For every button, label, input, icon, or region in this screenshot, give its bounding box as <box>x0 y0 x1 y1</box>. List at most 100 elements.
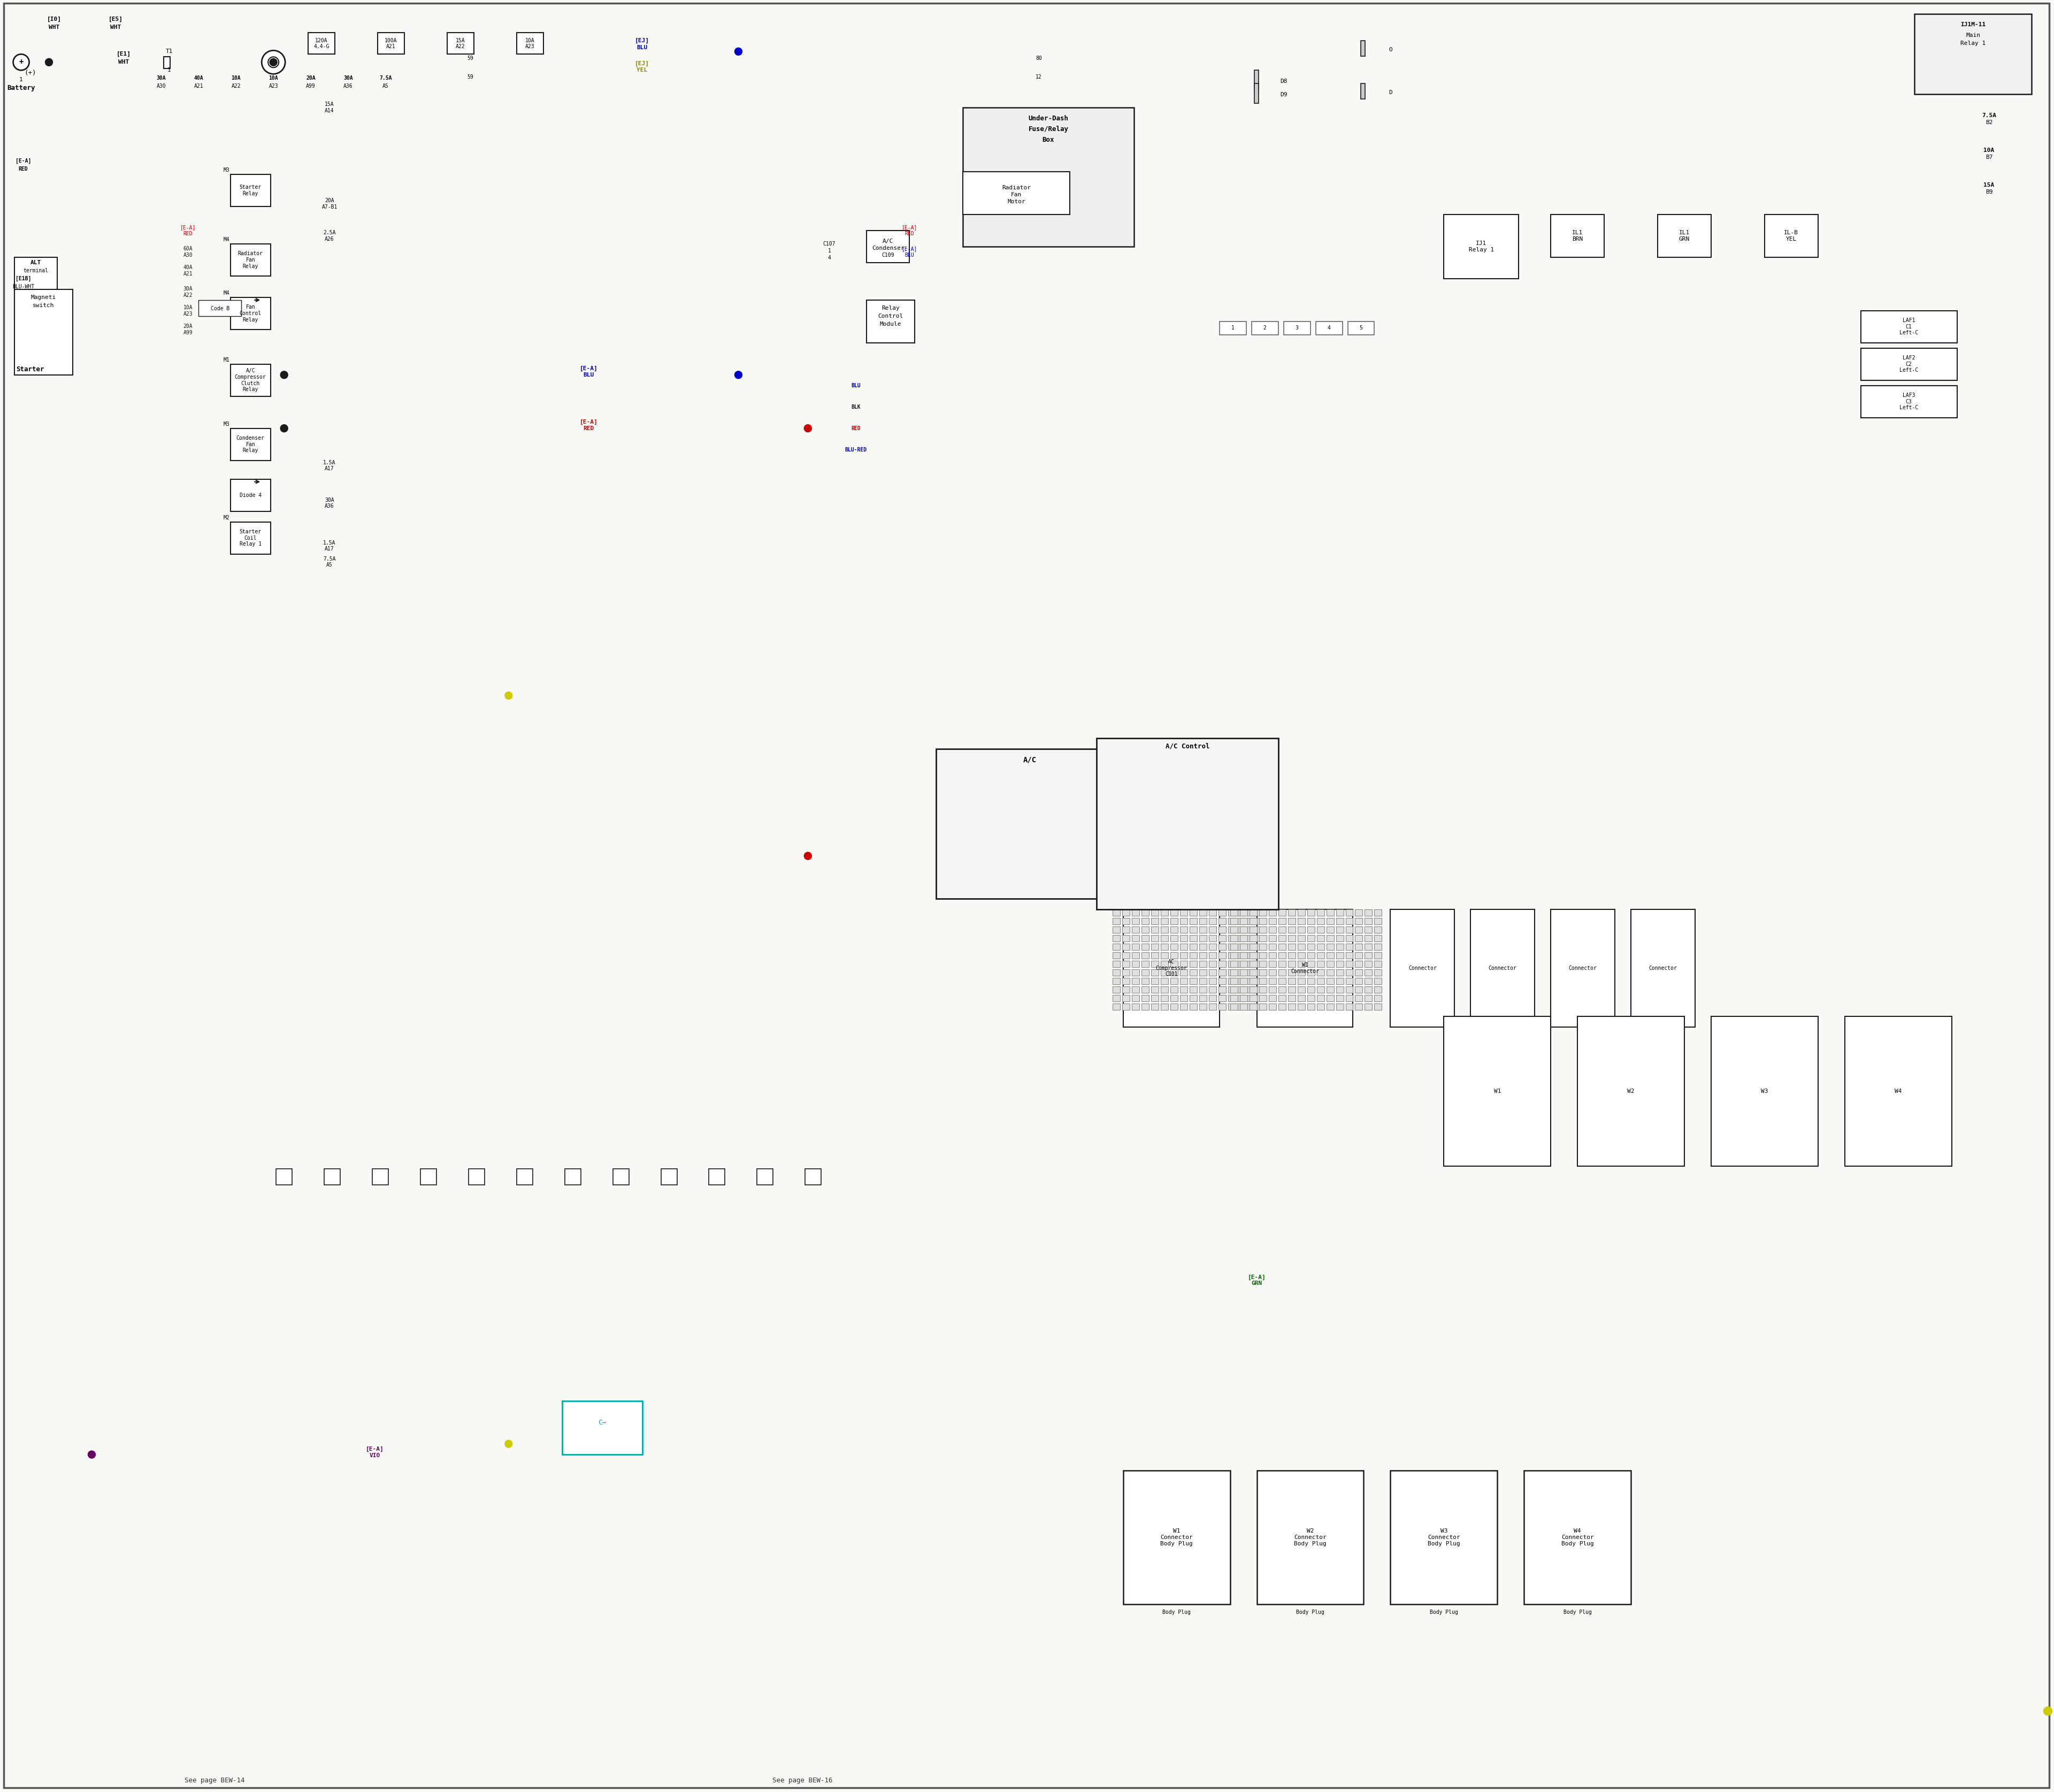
Bar <box>1345 1004 1354 1011</box>
Text: WHT: WHT <box>119 59 129 65</box>
Text: WHT: WHT <box>49 25 60 30</box>
Bar <box>1247 935 1255 941</box>
Bar <box>1374 935 1382 941</box>
Circle shape <box>2044 1706 2052 1715</box>
Bar <box>1306 944 1315 950</box>
Bar <box>1335 926 1343 934</box>
Bar <box>230 428 271 461</box>
Bar <box>1171 935 1177 941</box>
Text: W3
Connector
Body Plug: W3 Connector Body Plug <box>1428 1529 1460 1546</box>
Bar <box>1335 1004 1343 1011</box>
Bar <box>1861 310 1957 342</box>
Text: WHT: WHT <box>111 25 121 30</box>
Bar <box>1230 909 1239 916</box>
Bar <box>1364 995 1372 1002</box>
Text: [EJ]: [EJ] <box>635 61 649 66</box>
Bar <box>1317 926 1325 934</box>
Bar <box>1269 952 1276 959</box>
Text: Radiator: Radiator <box>1002 185 1031 190</box>
Bar <box>1132 961 1140 968</box>
Bar <box>1239 909 1245 916</box>
Text: LAF1
C1
Left-C: LAF1 C1 Left-C <box>1900 317 1918 335</box>
Bar <box>1113 995 1119 1002</box>
Bar <box>1259 918 1267 925</box>
Bar <box>1200 978 1206 984</box>
Bar <box>1347 321 1374 335</box>
Bar <box>1189 935 1197 941</box>
Bar <box>1356 995 1362 1002</box>
Text: C107: C107 <box>824 242 836 247</box>
Bar <box>1356 909 1362 916</box>
Bar <box>1524 1471 1631 1604</box>
Bar <box>1113 978 1119 984</box>
Text: Radiator
Fan
Relay: Radiator Fan Relay <box>238 251 263 269</box>
Text: 20A
A99: 20A A99 <box>183 324 193 335</box>
Bar <box>1228 918 1234 925</box>
Bar <box>1374 969 1382 975</box>
Bar <box>1113 926 1119 934</box>
Bar <box>1278 978 1286 984</box>
Bar <box>1288 986 1296 993</box>
Text: W3: W3 <box>1760 1088 1768 1093</box>
Bar <box>1161 986 1169 993</box>
Bar <box>1306 909 1315 916</box>
Bar <box>1142 944 1148 950</box>
Bar <box>230 297 271 330</box>
Bar <box>308 32 335 54</box>
Bar <box>1298 1004 1304 1011</box>
Bar <box>1364 969 1372 975</box>
Bar <box>1317 978 1325 984</box>
Text: C109: C109 <box>881 253 893 258</box>
Bar <box>1374 952 1382 959</box>
Bar <box>1335 918 1343 925</box>
Bar <box>1327 926 1333 934</box>
Bar <box>1171 961 1177 968</box>
Text: 10A: 10A <box>269 75 277 81</box>
Bar <box>1142 986 1148 993</box>
Bar <box>1306 969 1315 975</box>
Text: M4: M4 <box>224 237 230 242</box>
Bar <box>1230 969 1239 975</box>
Bar <box>1278 961 1286 968</box>
Bar <box>1200 969 1206 975</box>
Bar <box>1241 969 1247 975</box>
Bar <box>1288 969 1296 975</box>
Bar <box>1121 944 1130 950</box>
Bar <box>1317 935 1325 941</box>
Circle shape <box>735 48 741 56</box>
Bar <box>1150 995 1158 1002</box>
Bar <box>1189 952 1197 959</box>
Bar <box>275 1168 292 1185</box>
Bar <box>1247 952 1255 959</box>
Bar <box>1259 978 1267 984</box>
Bar <box>1298 986 1304 993</box>
Bar <box>1218 986 1226 993</box>
Text: A/C: A/C <box>1023 756 1037 763</box>
Bar <box>1239 978 1245 984</box>
Bar <box>1364 961 1372 968</box>
Bar <box>1208 1004 1216 1011</box>
Bar <box>1345 986 1354 993</box>
Bar <box>1230 995 1239 1002</box>
Bar <box>1356 978 1362 984</box>
Text: W2: W2 <box>1627 1088 1635 1093</box>
Bar <box>1218 918 1226 925</box>
Circle shape <box>271 59 275 65</box>
Bar <box>1356 969 1362 975</box>
Bar <box>1298 961 1304 968</box>
Bar <box>1356 935 1362 941</box>
Bar <box>1335 944 1343 950</box>
Bar <box>1471 909 1534 1027</box>
Text: RED: RED <box>850 426 861 432</box>
Bar <box>1161 918 1169 925</box>
Bar <box>1362 84 1366 99</box>
Text: (+): (+) <box>25 70 37 77</box>
Bar <box>867 231 910 263</box>
Bar <box>1241 918 1247 925</box>
Bar <box>1278 969 1286 975</box>
Bar <box>1208 926 1216 934</box>
Bar <box>1364 944 1372 950</box>
Bar <box>518 1168 532 1185</box>
Bar <box>1298 969 1304 975</box>
Bar <box>1288 944 1296 950</box>
